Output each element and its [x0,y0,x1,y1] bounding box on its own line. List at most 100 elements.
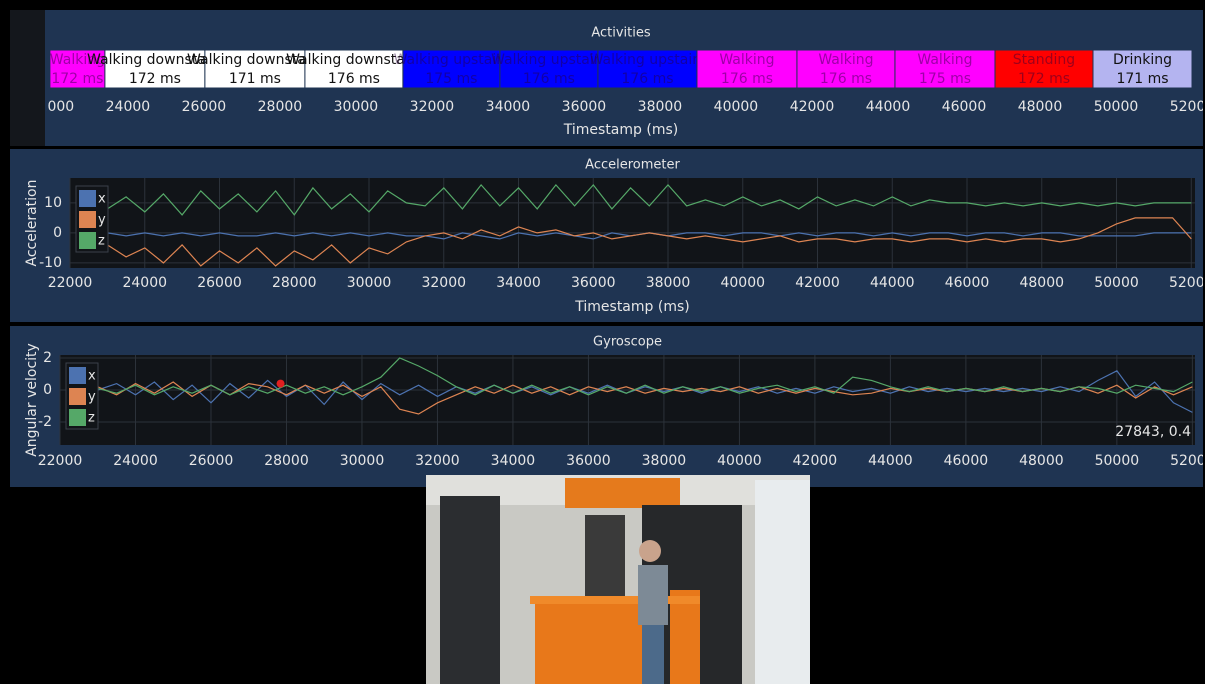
x-tick-label: 40000 [720,275,765,291]
y-tick-label: 0 [53,225,62,241]
counter-top [530,596,700,604]
x-tick-label: 42000 [790,99,835,115]
activity-label: Walking [719,52,774,68]
x-tick-label: 38000 [638,99,683,115]
x-tick-label: 38000 [646,275,691,291]
legend-label: z [88,411,95,426]
x-tick-label: 26000 [197,275,242,291]
activity-duration: 176 ms [721,71,773,87]
plot-area [60,355,1195,445]
x-tick-label: 34000 [496,275,541,291]
x-tick-label: 22000 [38,453,83,469]
y-tick-label: 0 [43,382,52,398]
series-line [97,357,1193,396]
chart-title: Gyroscope [593,335,662,350]
x-tick-label: 36000 [566,453,611,469]
legend-label: x [88,369,96,384]
orange-beam [565,478,680,508]
x-tick-label: 42000 [795,275,840,291]
x-tick-label: 30000 [347,275,392,291]
series-line [97,381,1193,415]
activity-duration: 171 ms [229,71,281,87]
x-tick-label: 50000 [1094,275,1139,291]
x-tick-label: 22000 [48,275,93,291]
legend-swatch [69,367,86,384]
x-tick-label: 50000 [1094,99,1139,115]
series-line [107,183,1192,216]
activity-segment [994,49,1094,89]
legend-swatch [69,409,86,426]
x-tick-label: 32000 [421,275,466,291]
activity-label: Walking [917,52,972,68]
legend-swatch [69,388,86,405]
activity-segment [1092,49,1193,89]
activity-segment [104,49,206,89]
legend-label: z [98,234,105,249]
x-tick-label: 40000 [717,453,762,469]
x-tick-label: 44000 [870,275,915,291]
x-tick-label: 28000 [264,453,309,469]
x-tick-label: 48000 [1019,275,1064,291]
activity-segment [499,49,599,89]
legend-swatch [79,232,96,249]
x-tick-label: 38000 [642,453,687,469]
x-tick-label: 28000 [272,275,317,291]
x-tick-label: 52000 [1170,99,1205,115]
x-tick-label: 42000 [793,453,838,469]
legend-label: x [98,192,106,207]
legend-swatch [79,211,96,228]
counter [535,600,645,684]
x-tick-label: 46000 [945,275,990,291]
legend-swatch [79,190,96,207]
x-tick-label: 32000 [410,99,455,115]
activities-chart: Activities Timestamp (ms) 22000 24000 26000 2… [30,26,1205,139]
activity-duration: 176 ms [523,71,575,87]
activity-label: Walking downstairs [286,52,422,68]
legend-label: y [88,390,96,405]
activity-label: Walking upstairs [394,52,510,68]
door [440,496,500,684]
x-tick-label: 22000 [30,99,75,115]
activity-duration: 176 ms [328,71,380,87]
activity-segment [597,49,698,89]
activity-label: Standing [1013,52,1075,68]
activity-duration: 171 ms [1116,71,1168,87]
x-tick-label: 46000 [942,99,987,115]
activity-label: Walking upstairs [590,52,706,68]
activity-segment [696,49,798,89]
activity-label: Walking downstairs [87,52,223,68]
panel-strip [10,10,45,146]
x-tick-label: 28000 [258,99,303,115]
activity-segment [796,49,896,89]
chart-title: Accelerometer [585,158,680,173]
y-tick-label: -10 [39,255,62,271]
x-tick-label: 52000 [1170,453,1205,469]
video-frame [426,475,810,684]
x-tick-label: 24000 [106,99,151,115]
plot-area [70,178,1195,268]
activity-segment [402,49,501,89]
cursor-marker [276,379,285,388]
activity-label: Walking [50,52,105,68]
y-axis-title: Angular velocity [24,343,40,457]
x-tick-label: 40000 [714,99,759,115]
activity-segment [204,49,306,89]
x-tick-label: 26000 [189,453,234,469]
x-tick-label: 34000 [486,99,531,115]
person-head [639,540,661,562]
x-tick-label: 24000 [122,275,167,291]
x-tick-label: 32000 [415,453,460,469]
x-tick-label: 46000 [944,453,989,469]
y-tick-label: 10 [44,195,62,211]
person-jeans [642,625,664,684]
x-tick-label: 44000 [868,453,913,469]
activity-segment [894,49,996,89]
activity-duration: 172 ms [51,71,103,87]
y-tick-label: -2 [38,414,52,430]
activity-duration: 176 ms [820,71,872,87]
x-tick-label: 30000 [340,453,385,469]
x-tick-label: 36000 [562,99,607,115]
activity-duration: 172 ms [129,71,181,87]
